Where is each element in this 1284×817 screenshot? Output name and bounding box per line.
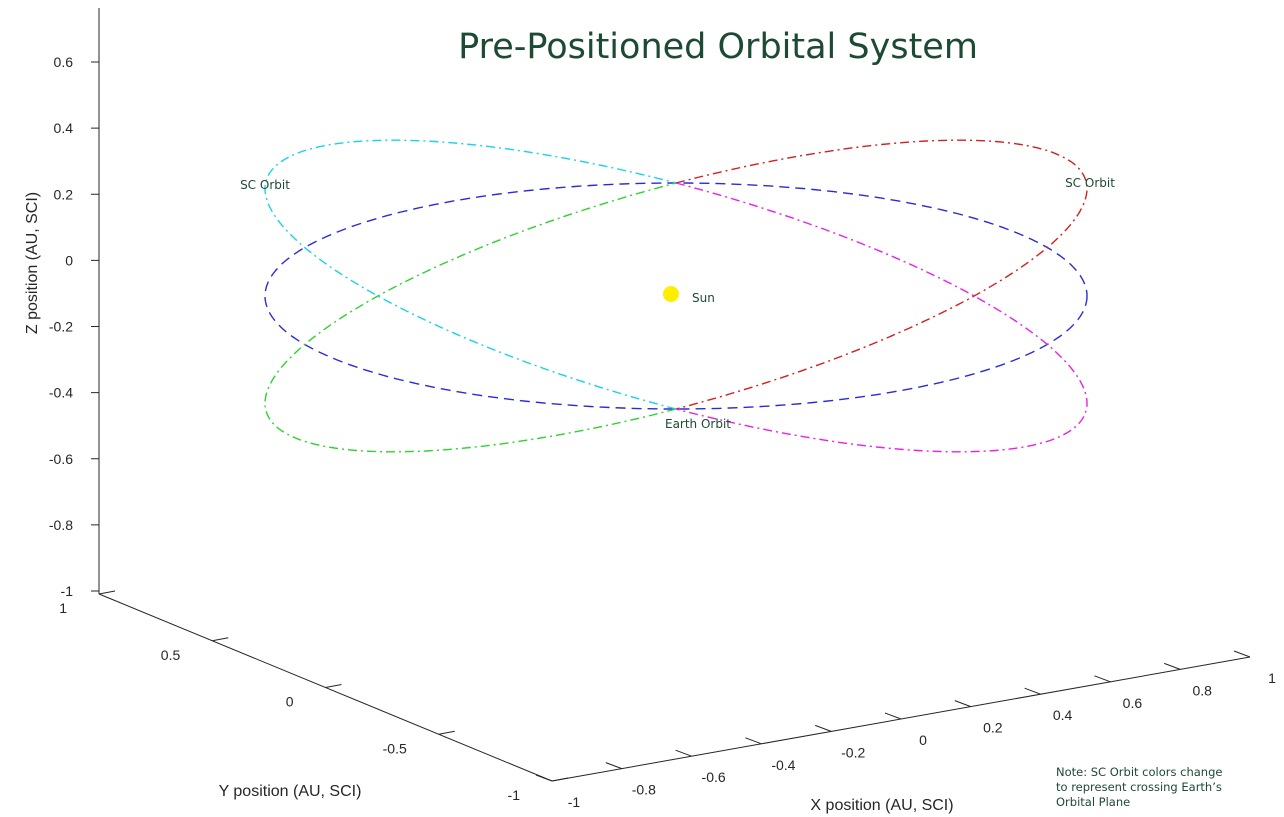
sc-orbit-1-segment-above bbox=[675, 139, 1088, 410]
sun-label: Sun bbox=[692, 291, 715, 305]
x-axis-label: X position (AU, SCI) bbox=[810, 797, 953, 814]
z-tick-label: -1 bbox=[61, 583, 74, 599]
chart-title: Pre-Positioned Orbital System bbox=[458, 27, 978, 67]
x-tick-mark bbox=[745, 737, 762, 745]
z-tick-label: 0 bbox=[65, 252, 73, 268]
sc-orbit-2-segment-below bbox=[264, 139, 677, 410]
x-tick-mark bbox=[1233, 650, 1251, 658]
earth-orbit-line bbox=[264, 182, 1088, 410]
x-tick-label: -0.6 bbox=[702, 769, 726, 785]
x-tick-mark bbox=[1024, 687, 1041, 695]
note-line-2: to represent crossing Earth’s bbox=[1056, 780, 1222, 794]
x-tick-label: -0.4 bbox=[771, 757, 795, 773]
x-tick-mark bbox=[1164, 662, 1181, 670]
sc-orbit-label-left: SC Orbit bbox=[240, 178, 290, 192]
x-tick-mark bbox=[884, 712, 902, 720]
earth-orbit-label: Earth Orbit bbox=[665, 417, 731, 431]
y-tick-mark bbox=[438, 730, 455, 735]
z-tick-label: 0.6 bbox=[54, 54, 74, 70]
sc-orbit-label-right: SC Orbit bbox=[1065, 176, 1115, 190]
orbits bbox=[264, 139, 1088, 453]
y-tick-label: -1 bbox=[508, 787, 521, 803]
x-tick-label: 0.2 bbox=[983, 720, 1003, 736]
x-tick-label: 0 bbox=[919, 732, 927, 748]
x-tick-label: -0.8 bbox=[632, 782, 656, 798]
x-tick-mark bbox=[605, 762, 622, 770]
x-tick-label: -0.2 bbox=[841, 744, 865, 760]
sc-orbit-2-segment-above bbox=[675, 182, 1088, 453]
sc-orbit-1-segment-below bbox=[264, 182, 677, 453]
x-tick-label: 0.4 bbox=[1053, 707, 1073, 723]
y-tick-label: 0 bbox=[286, 694, 294, 710]
y-tick-label: 0.5 bbox=[161, 647, 181, 663]
z-axis-label: Z position (AU, SCI) bbox=[24, 192, 41, 334]
x-tick-mark bbox=[535, 774, 553, 782]
x-tick-mark bbox=[675, 749, 692, 757]
y-axis-label: Y position (AU, SCI) bbox=[219, 783, 362, 800]
x-tick-label: 1 bbox=[1268, 670, 1276, 686]
axes: -1-0.8-0.6-0.4-0.200.20.40.6-1-0.500.51-… bbox=[49, 8, 1276, 810]
x-tick-mark bbox=[1094, 675, 1111, 683]
y-tick-label: -0.5 bbox=[383, 740, 407, 756]
x-tick-label: 0.6 bbox=[1123, 695, 1143, 711]
y-tick-mark bbox=[325, 684, 342, 688]
note-line-1: Note: SC Orbit colors change bbox=[1056, 765, 1222, 779]
z-tick-label: 0.4 bbox=[54, 120, 74, 136]
y-tick-label: 1 bbox=[59, 600, 67, 616]
sun-marker bbox=[663, 286, 679, 302]
z-tick-label: -0.6 bbox=[49, 451, 73, 467]
x-tick-label: 0.8 bbox=[1192, 682, 1212, 698]
y-tick-mark bbox=[212, 637, 229, 642]
z-tick-label: 0.2 bbox=[54, 186, 74, 202]
y-tick-mark bbox=[98, 590, 116, 595]
note-line-3: Orbital Plane bbox=[1056, 795, 1130, 809]
x-tick-mark bbox=[954, 700, 971, 708]
z-tick-label: -0.4 bbox=[49, 385, 73, 401]
x-tick-label: -1 bbox=[568, 794, 581, 810]
z-tick-label: -0.8 bbox=[49, 517, 73, 533]
z-tick-label: -0.2 bbox=[49, 319, 73, 335]
x-tick-mark bbox=[815, 724, 832, 732]
